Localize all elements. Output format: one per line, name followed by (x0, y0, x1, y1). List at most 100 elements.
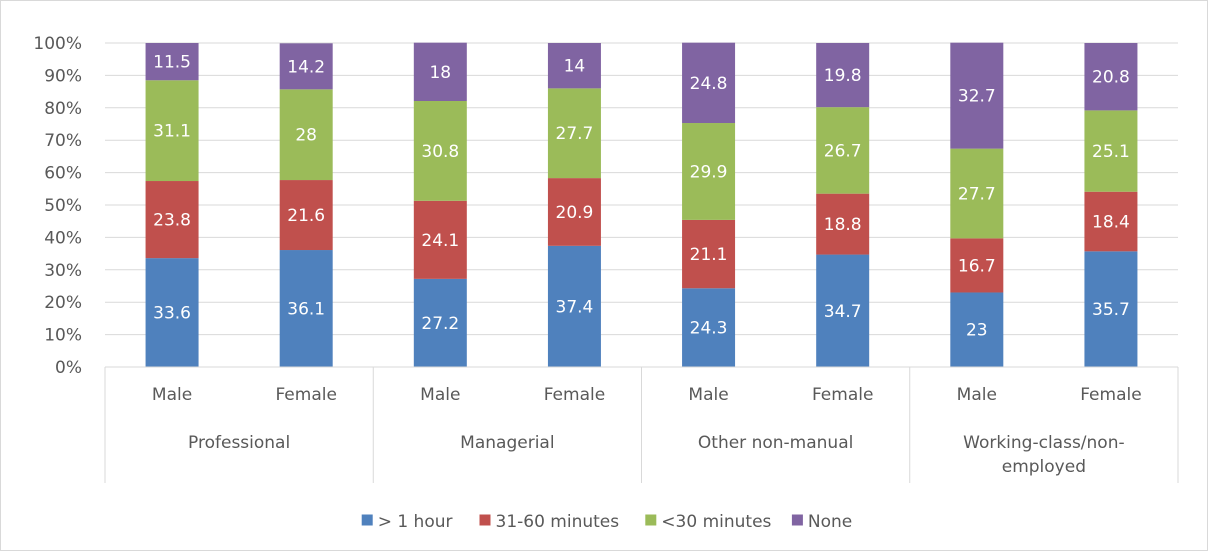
data-label: 16.7 (958, 256, 996, 276)
data-label: 20.8 (1092, 68, 1130, 88)
x-group-label: Professional (188, 433, 290, 453)
legend-label: > 1 hour (378, 512, 453, 532)
data-label: 23.8 (153, 211, 191, 231)
data-label: 30.8 (421, 142, 459, 162)
legend-swatch (791, 514, 803, 526)
x-group-label: employed (1002, 457, 1086, 477)
bar-segment (816, 43, 870, 108)
y-tick-label: 10% (44, 326, 82, 346)
y-tick-label: 30% (44, 261, 82, 281)
bar-segment (279, 180, 333, 251)
legend: > 1 hour 31-60 minutes <30 minutes None (361, 512, 852, 532)
data-label: 21.1 (690, 245, 728, 265)
bar-segment (1084, 251, 1138, 367)
legend-label: 31-60 minutes (496, 512, 620, 532)
y-tick-label: 100% (33, 34, 82, 54)
data-labels: 33.6 23.8 31.1 11.5 36.1 21.6 28 14.2 27.2 24.1 30… (153, 53, 1130, 341)
data-label: 29.9 (690, 162, 728, 182)
bar-segment (145, 181, 199, 259)
bar-segment (279, 43, 333, 90)
x-category-label: Female (812, 385, 873, 405)
x-group-label: Other non-manual (698, 433, 853, 453)
bar-segment (413, 100, 467, 201)
bar-segment (816, 193, 870, 255)
data-label: 18 (429, 63, 451, 83)
y-tick-label: 90% (44, 66, 82, 86)
data-label: 33.6 (153, 304, 191, 324)
y-tick-label: 80% (44, 99, 82, 119)
x-category-label: Female (1080, 385, 1141, 405)
bar-segment (1084, 191, 1138, 252)
y-tick-label: 40% (44, 228, 82, 248)
x-category-label: Male (688, 385, 728, 405)
y-tick-label: 0% (55, 358, 82, 378)
legend-label: <30 minutes (661, 512, 771, 532)
y-tick-label: 50% (44, 196, 82, 216)
bar-segment (816, 107, 870, 194)
legend-label: None (808, 512, 852, 532)
data-label: 25.1 (1092, 142, 1130, 162)
data-label: 11.5 (153, 53, 191, 73)
x-category-label: Male (420, 385, 460, 405)
bar-segment (145, 80, 199, 182)
bar-segment (145, 258, 199, 367)
data-label: 27.7 (958, 184, 996, 204)
data-label: 24.3 (690, 319, 728, 339)
data-label: 19.8 (824, 66, 862, 86)
bar-segment (682, 123, 736, 220)
bar-segment (413, 200, 467, 279)
x-category-label: Female (275, 385, 336, 405)
data-label: 24.1 (421, 231, 459, 251)
data-label: 27.2 (421, 314, 459, 334)
bar-segment (279, 250, 333, 367)
bar-segment (950, 292, 1004, 367)
data-label: 18.8 (824, 215, 862, 235)
x-group-label: Working-class/non- (963, 433, 1124, 453)
bar-segment (279, 89, 333, 181)
data-label: 24.8 (690, 74, 728, 94)
bar-segment (682, 42, 736, 124)
data-label: 20.9 (556, 203, 594, 223)
x-category-label: Female (544, 385, 605, 405)
data-label: 14 (564, 57, 586, 77)
x-category-label: Male (957, 385, 997, 405)
bar-segment (1084, 43, 1138, 111)
bar-segment (145, 43, 199, 81)
data-label: 37.4 (556, 297, 594, 317)
data-label: 26.7 (824, 141, 862, 161)
bar-segment (950, 42, 1004, 149)
bar-segment (950, 238, 1004, 293)
data-label: 34.7 (824, 302, 862, 322)
data-label: 27.7 (556, 124, 594, 144)
bar-segment (1084, 110, 1138, 192)
data-label: 28 (295, 126, 317, 146)
legend-swatch (645, 514, 657, 526)
bars (145, 42, 1138, 367)
data-label: 14.2 (287, 57, 325, 77)
data-label: 32.7 (958, 87, 996, 107)
x-group-label: Managerial (460, 433, 554, 453)
data-label: 21.6 (287, 206, 325, 226)
legend-swatch (361, 514, 373, 526)
legend-swatch (479, 514, 491, 526)
y-tick-label: 60% (44, 164, 82, 184)
bar-segment (413, 42, 467, 101)
x-axis: Male Female Male Female Male Female Male Female… (104, 366, 1179, 483)
data-label: 31.1 (153, 122, 191, 142)
bar-segment (950, 148, 1004, 239)
data-label: 36.1 (287, 300, 325, 320)
bar-segment (682, 219, 736, 289)
data-label: 18.4 (1092, 213, 1130, 233)
y-axis-ticks: 0% 10% 20% 30% 40% 50% 60% 70% 80% 90% 100% (33, 34, 82, 378)
bar-segment (547, 43, 601, 89)
y-tick-label: 20% (44, 293, 82, 313)
x-category-label: Male (152, 385, 192, 405)
bar-segment (547, 178, 601, 246)
data-label: 35.7 (1092, 300, 1130, 320)
gridlines (105, 42, 1178, 336)
bar-segment (682, 288, 736, 367)
data-label: 23 (966, 321, 988, 341)
bar-segment (413, 278, 467, 367)
